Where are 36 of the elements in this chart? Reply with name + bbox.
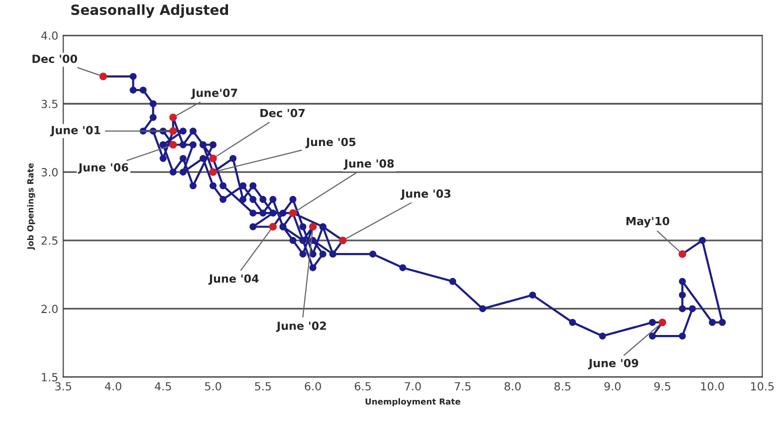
- x-tick-label: 10.0: [701, 382, 724, 391]
- x-tick-label: 8.0: [504, 382, 521, 391]
- x-tick-label: 5.5: [254, 382, 271, 391]
- annotation: May'10: [626, 216, 670, 228]
- x-tick-label: 4.0: [104, 382, 122, 391]
- annotation: June '08: [344, 159, 394, 170]
- x-tick-label: 4.5: [154, 382, 171, 391]
- annotation: June '06: [78, 163, 128, 174]
- annotation: Dec '00: [32, 54, 78, 63]
- annotation: June '09: [588, 358, 638, 370]
- x-tick-label: 7.5: [454, 382, 471, 391]
- y-axis-title: Job Openings Rate: [27, 163, 36, 250]
- annotation: June '01: [50, 126, 100, 136]
- y-tick-label: 4.0: [41, 31, 58, 40]
- annotation: Dec '07: [260, 108, 305, 118]
- x-axis-title: Unemployment Rate: [366, 398, 460, 406]
- x-tick-label: 6.5: [354, 382, 371, 391]
- annotation: June '03: [400, 189, 450, 200]
- annotation: June '04: [208, 274, 259, 285]
- x-tick-label: 8.5: [554, 382, 570, 391]
- y-tick-label: 3.0: [42, 168, 58, 176]
- y-tick-label: 2.5: [42, 236, 58, 245]
- x-tick-label: 9.5: [654, 382, 670, 391]
- y-tick-label: 2.0: [42, 304, 58, 314]
- annotation: June '05: [305, 138, 356, 148]
- x-tick-label: 9.0: [604, 382, 621, 391]
- x-tick-label: 10.5: [751, 382, 774, 391]
- annotation: June '02: [276, 322, 326, 332]
- x-tick-label: 5.0: [205, 382, 222, 391]
- annotation: June'07: [190, 88, 238, 100]
- x-tick-label: 6.0: [304, 382, 321, 391]
- y-tick-label: 1.5: [42, 373, 58, 382]
- x-tick-label: 7.0: [404, 382, 421, 391]
- chart-title: Seasonally Adjusted: [71, 4, 228, 18]
- x-tick-label: 3.5: [55, 382, 72, 391]
- y-tick-label: 3.5: [42, 100, 58, 108]
